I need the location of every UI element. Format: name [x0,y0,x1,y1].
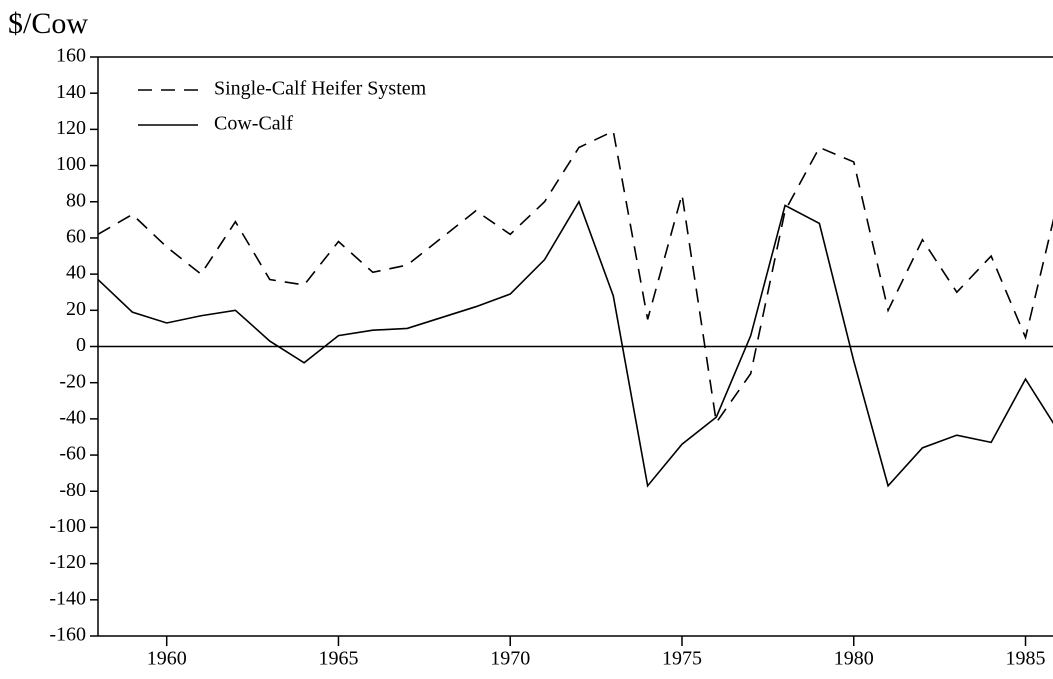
y-tick-label: 160 [56,45,86,67]
y-tick-label: 60 [66,226,86,248]
y-tick-label: 40 [66,262,86,284]
y-tick-label: -40 [59,406,86,428]
y-tick-label: -60 [59,443,86,465]
legend-label: Single-Calf Heifer System [214,78,427,100]
x-tick-label: 1980 [834,648,874,670]
x-tick-label: 1960 [147,648,187,670]
y-tick-label: -20 [59,370,86,392]
y-tick-label: 0 [76,334,86,356]
legend-label: Cow-Calf [214,113,293,135]
y-tick-label: -80 [59,479,86,501]
x-tick-label: 1975 [662,648,702,670]
x-tick-label: 1970 [490,648,530,670]
plot-area [98,130,1053,488]
x-tick-label: 1965 [318,648,358,670]
y-tick-label: -120 [49,551,86,573]
y-tick-label: -160 [49,624,86,646]
series-line [98,130,1053,425]
y-tick-label: 20 [66,298,86,320]
y-tick-label: 140 [56,81,86,103]
y-tick-label: 120 [56,117,86,139]
y-tick-label: -100 [49,515,86,537]
y-axis-title: $/Cow [8,7,88,40]
y-tick-label: 80 [66,189,86,211]
y-tick-label: -140 [49,587,86,609]
x-tick-label: 1985 [1006,648,1046,670]
series-line [98,199,1053,488]
y-tick-label: 100 [56,153,86,175]
